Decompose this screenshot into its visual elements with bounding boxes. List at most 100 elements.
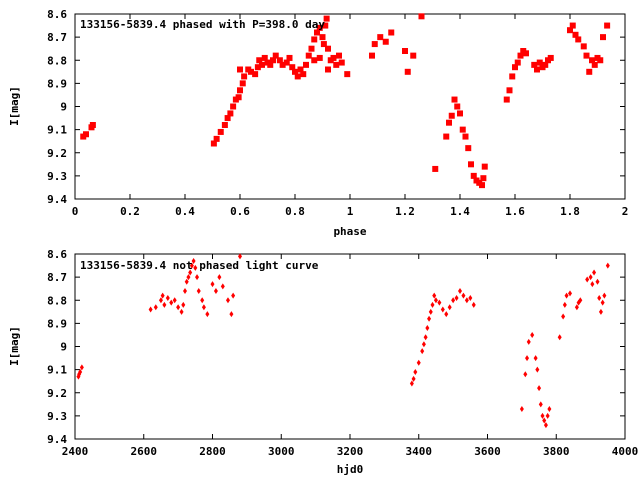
y-tick: 9.4 xyxy=(47,193,625,206)
data-point xyxy=(261,54,268,61)
data-point xyxy=(454,103,461,110)
y-axis-label: I[mag] xyxy=(8,86,21,126)
x-tick: 4000 xyxy=(612,254,639,458)
data-point xyxy=(440,306,445,313)
data-point xyxy=(404,68,411,75)
data-point xyxy=(200,297,205,304)
data-point xyxy=(590,281,595,288)
data-point xyxy=(325,45,331,52)
x-axis-label: phase xyxy=(333,225,366,238)
data-point xyxy=(464,297,469,304)
y-tick-label: 8.8 xyxy=(47,54,67,67)
y-tick-label: 9.1 xyxy=(47,124,67,137)
x-tick: 2600 xyxy=(131,254,157,458)
data-point xyxy=(79,364,84,371)
data-point xyxy=(189,262,194,269)
data-point xyxy=(425,325,430,331)
x-tick-label: 4000 xyxy=(612,445,639,458)
x-tick-label: 0.6 xyxy=(230,205,250,218)
data-point xyxy=(213,288,218,294)
data-point xyxy=(604,22,611,29)
data-point xyxy=(333,61,340,68)
data-point xyxy=(534,66,540,73)
data-points xyxy=(76,253,610,429)
data-point xyxy=(239,80,246,87)
data-point xyxy=(411,375,416,382)
data-point xyxy=(451,96,458,103)
data-point xyxy=(562,301,567,308)
data-point xyxy=(369,52,375,59)
data-point xyxy=(506,87,513,94)
y-tick: 8.7 xyxy=(47,271,625,284)
y-tick-label: 8.6 xyxy=(47,8,67,21)
data-point xyxy=(465,145,472,152)
data-point xyxy=(517,52,524,59)
data-point xyxy=(535,366,540,373)
y-tick-label: 9.4 xyxy=(47,193,67,206)
x-tick-label: 0 xyxy=(72,205,79,218)
data-point xyxy=(530,331,535,338)
x-axis-label: hjd0 xyxy=(337,463,364,476)
data-point xyxy=(344,71,351,78)
data-point xyxy=(292,68,298,75)
data-point xyxy=(179,308,184,315)
data-point xyxy=(543,422,548,429)
data-point xyxy=(542,417,547,424)
data-point xyxy=(213,135,220,142)
y-tick: 9 xyxy=(60,101,625,114)
data-point xyxy=(186,274,191,281)
data-point xyxy=(311,36,318,43)
data-point xyxy=(210,281,215,288)
data-point xyxy=(514,59,521,66)
data-point xyxy=(595,278,600,285)
y-tick: 8.6 xyxy=(47,8,625,21)
y-tick: 9.3 xyxy=(47,170,625,183)
data-point xyxy=(432,292,437,299)
x-tick-label: 2 xyxy=(622,205,629,218)
data-point xyxy=(308,45,315,52)
data-point xyxy=(443,133,450,140)
data-point xyxy=(591,61,598,68)
data-point xyxy=(267,61,274,68)
data-point xyxy=(468,161,474,168)
data-point xyxy=(471,301,476,308)
data-point xyxy=(574,304,579,311)
x-tick: 1 xyxy=(347,14,354,218)
data-point xyxy=(248,68,254,75)
data-point xyxy=(605,262,610,269)
x-tick: 3200 xyxy=(337,254,363,458)
data-point xyxy=(319,34,326,41)
data-point xyxy=(191,257,196,264)
data-point xyxy=(572,31,579,38)
x-tick: 1.8 xyxy=(560,14,580,218)
data-point xyxy=(89,122,96,128)
data-point xyxy=(297,66,304,73)
data-point xyxy=(83,131,89,138)
data-point xyxy=(160,292,165,299)
data-point xyxy=(184,278,189,285)
data-point xyxy=(283,59,290,66)
y-tick-label: 9.1 xyxy=(47,364,67,377)
data-point xyxy=(286,54,293,61)
data-point xyxy=(305,52,312,59)
y-tick-label: 8.7 xyxy=(47,271,67,284)
data-point xyxy=(457,110,463,117)
data-point xyxy=(311,57,318,64)
data-point xyxy=(575,36,582,43)
data-point xyxy=(461,292,466,299)
data-point xyxy=(418,13,425,20)
y-tick-label: 8.8 xyxy=(47,294,67,307)
x-tick-label: 1 xyxy=(347,205,354,218)
x-tick: 1.4 xyxy=(450,14,470,218)
data-point xyxy=(597,57,604,64)
data-point xyxy=(276,57,283,64)
data-point xyxy=(235,94,242,101)
y-tick: 9.4 xyxy=(47,433,625,446)
x-tick-label: 2800 xyxy=(199,445,226,458)
x-tick-label: 3600 xyxy=(474,445,501,458)
data-point xyxy=(227,110,234,117)
x-tick-label: 1.8 xyxy=(560,205,580,218)
y-tick: 8.7 xyxy=(47,31,625,44)
data-point xyxy=(578,297,583,304)
